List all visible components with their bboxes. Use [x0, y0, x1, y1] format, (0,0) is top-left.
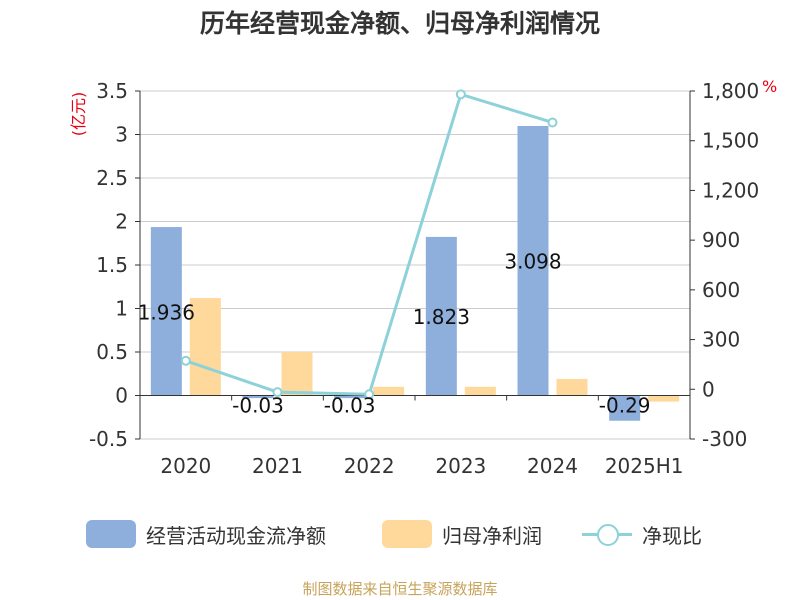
legend-swatch	[86, 520, 136, 548]
left-axis-tick-label: 3	[115, 123, 128, 147]
ratio-point	[364, 389, 375, 400]
legend: 经营活动现金流净额 归母净利润 净现比	[0, 514, 800, 554]
left-axis-tick-label: 2.5	[96, 166, 128, 190]
left-axis-unit: (亿元)	[69, 92, 88, 137]
net-profit-bar	[189, 298, 221, 396]
bars-layer	[150, 125, 680, 421]
cash-flow-bar	[517, 125, 549, 396]
right-axis-tick-label: 900	[702, 228, 740, 252]
legend-item[interactable]: 净现比	[582, 514, 702, 554]
cash-flow-value-label: 1.823	[413, 305, 470, 329]
x-axis-tick-label: 2022	[344, 454, 395, 478]
left-axis-tick-label: 0.5	[96, 340, 128, 364]
right-axis-tick-label: 0	[702, 377, 715, 401]
cash-flow-bar	[334, 395, 366, 399]
left-axis-tick-label: 0	[115, 384, 128, 408]
line-layer	[180, 89, 558, 400]
x-axis-tick-label: 2024	[527, 454, 578, 478]
legend-line-swatch	[582, 520, 632, 548]
chart-title: 历年经营现金净额、归母净利润情况	[199, 9, 600, 38]
left-axis-tick-label: -0.5	[89, 427, 128, 451]
left-axis-tick-label: 1.5	[96, 253, 128, 277]
right-axis-tick-label: 1,200	[702, 178, 759, 202]
right-axis-tick-label: 1,800	[702, 79, 759, 103]
cash-flow-value-label: -0.03	[324, 394, 376, 418]
ratio-point	[180, 355, 191, 366]
right-axis-tick-label: 1,500	[702, 129, 759, 153]
ratio-point	[272, 387, 283, 398]
x-axis-tick-label: 2025H1	[605, 454, 684, 478]
ratio-point	[547, 117, 558, 128]
left-axis-tick-label: 3.5	[96, 79, 128, 103]
net-profit-bar	[281, 352, 313, 396]
net-profit-bar	[464, 386, 496, 396]
cash-flow-bar	[242, 395, 274, 399]
legend-item[interactable]: 经营活动现金流净额	[86, 514, 326, 554]
x-axis-tick-label: 2021	[252, 454, 303, 478]
net-profit-bar	[373, 386, 405, 396]
legend-item[interactable]: 归母净利润	[382, 514, 542, 554]
value-labels-layer: 1.936 -0.03 -0.03 1.823 3.098 -0.29	[138, 250, 651, 418]
legend-label: 归母净利润	[442, 523, 542, 548]
cash-flow-value-label: 3.098	[504, 250, 561, 274]
legend-label: 经营活动现金流净额	[146, 523, 326, 548]
data-source-note: 制图数据来自恒生聚源数据库	[302, 580, 498, 598]
right-axis-tick-label: -300	[702, 427, 747, 451]
ratio-point	[455, 89, 466, 100]
cash-flow-bar	[150, 227, 182, 396]
left-axis-tick-label: 1	[115, 297, 128, 321]
net-profit-bar	[648, 395, 680, 402]
cash-flow-value-label: -0.03	[232, 394, 284, 418]
left-axis-tick-label: 2	[115, 210, 128, 234]
cash-flow-bar	[425, 236, 457, 396]
ratio-line	[185, 92, 553, 396]
cash-flow-value-label: -0.29	[599, 394, 651, 418]
axis-layer: -0.5 0 0.5 1 1.5 2 2.5 3 3.5 -300 0 300 600 900 1,200 1…	[69, 77, 777, 478]
x-axis-tick-label: 2023	[435, 454, 486, 478]
x-axis-tick-label: 2020	[160, 454, 211, 478]
right-axis-unit: %	[762, 77, 777, 96]
right-axis-tick-label: 600	[702, 278, 740, 302]
legend-swatch	[382, 520, 432, 548]
cash-flow-bar	[609, 395, 641, 421]
grid-layer	[140, 90, 690, 440]
cash-flow-value-label: 1.936	[138, 300, 195, 324]
right-axis-tick-label: 300	[702, 328, 740, 352]
legend-label: 净现比	[642, 523, 702, 548]
net-profit-bar	[556, 378, 588, 396]
